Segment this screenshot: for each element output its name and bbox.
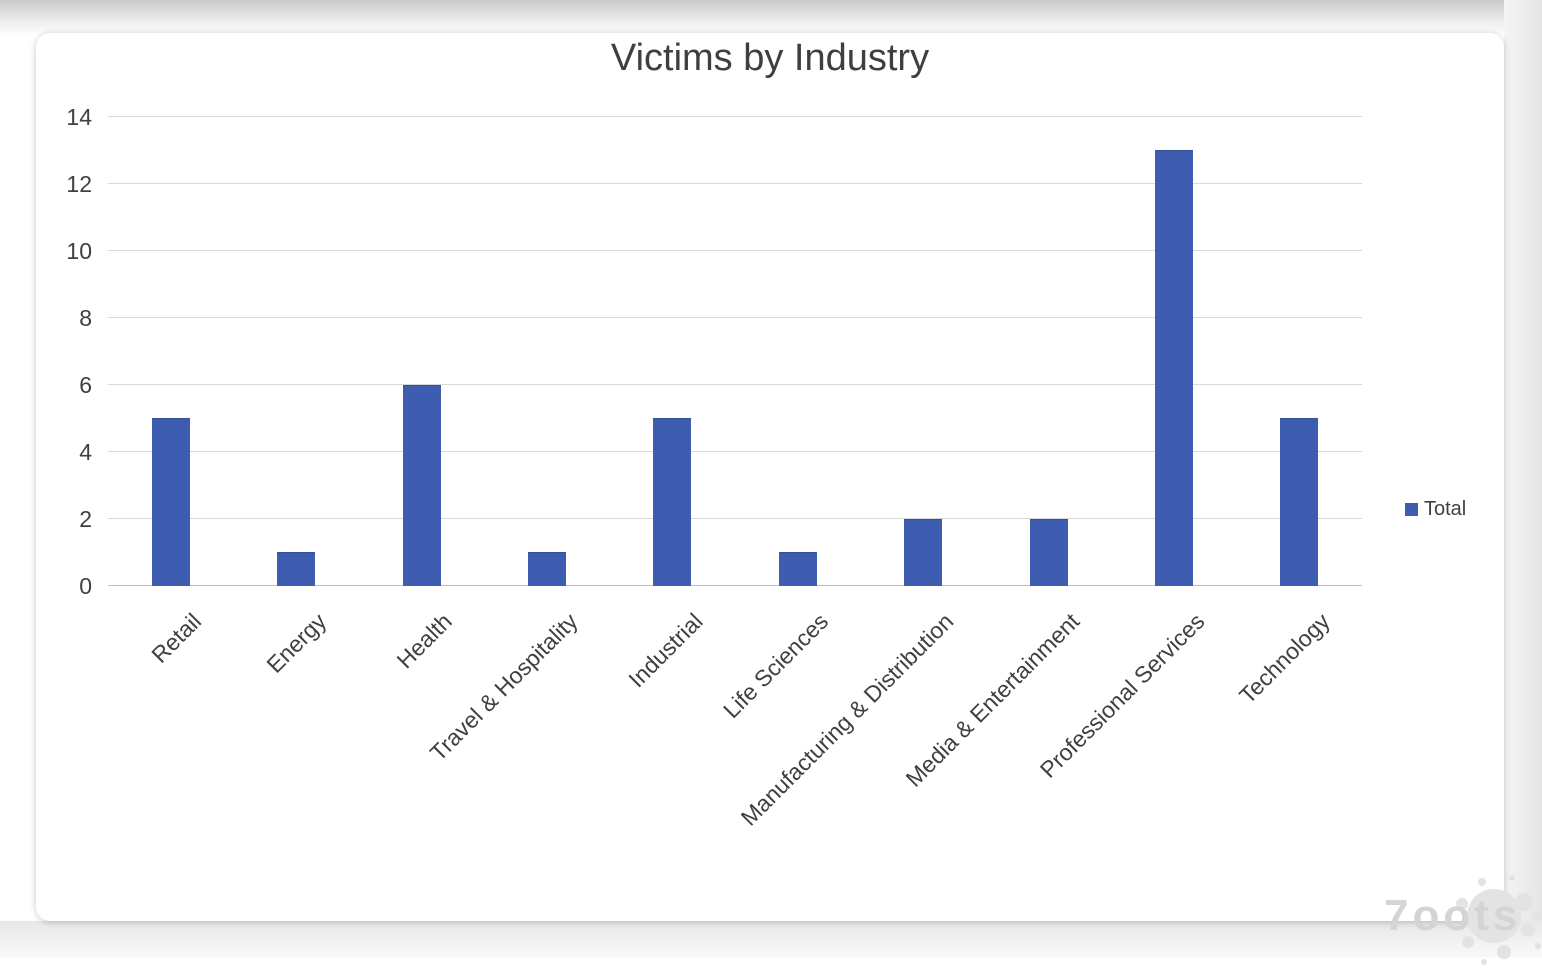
x-label-manufacturing-and-distribution: Manufacturing & Distribution — [735, 608, 959, 831]
bar-technology — [1280, 418, 1319, 586]
bar-health — [402, 384, 441, 586]
gridline-12 — [108, 183, 1362, 184]
watermark-text: 7oots — [1384, 891, 1522, 940]
y-tick-label-14: 14 — [66, 103, 92, 130]
plot-area: 0 2 4 6 8 10 12 14 Retail Energy Health Travel & Ho… — [36, 33, 1504, 921]
y-tick-label-4: 4 — [79, 438, 92, 465]
gridline-6 — [108, 384, 1362, 385]
legend: Total — [1405, 498, 1466, 520]
gridline-10 — [108, 250, 1362, 251]
bar-media-and-entertainment — [1029, 518, 1068, 586]
x-label-retail: Retail — [146, 608, 207, 668]
y-tick-label-8: 8 — [79, 304, 92, 331]
gridline-2 — [108, 518, 1362, 519]
legend-label-total: Total — [1424, 498, 1467, 520]
bar-manufacturing-and-distribution — [904, 518, 943, 586]
bar-travel-and-hospitality — [527, 552, 566, 586]
legend-swatch-total — [1405, 502, 1418, 516]
y-tick-label-12: 12 — [66, 170, 92, 197]
watermark: 7oots — [1376, 875, 1542, 965]
x-label-health: Health — [391, 608, 457, 674]
bar-industrial — [653, 418, 692, 586]
x-label-life-sciences: Life Sciences — [717, 608, 834, 724]
x-axis-line — [108, 585, 1362, 586]
y-tick-label-2: 2 — [79, 505, 92, 532]
x-label-technology: Technology — [1234, 608, 1335, 709]
gridline-14 — [108, 116, 1362, 117]
y-tick-label-0: 0 — [79, 572, 92, 599]
chart-title: Victims by Industry — [610, 37, 930, 79]
bar-energy — [277, 552, 316, 586]
right-shade — [1504, 0, 1542, 958]
bottom-shade — [0, 921, 1542, 958]
gridline-4 — [108, 451, 1362, 452]
bar-retail — [151, 418, 190, 586]
bar-life-sciences — [778, 552, 817, 586]
top-shade — [0, 0, 1542, 36]
y-tick-label-10: 10 — [66, 237, 92, 264]
chart-card: Victims by Industry 0 2 4 6 8 10 12 14 Retail Ene… — [36, 33, 1504, 921]
x-label-industrial: Industrial — [623, 608, 708, 693]
gridline-8 — [108, 317, 1362, 318]
y-tick-label-6: 6 — [79, 371, 92, 398]
x-label-energy: Energy — [261, 608, 332, 678]
bar-professional-services — [1154, 150, 1193, 586]
